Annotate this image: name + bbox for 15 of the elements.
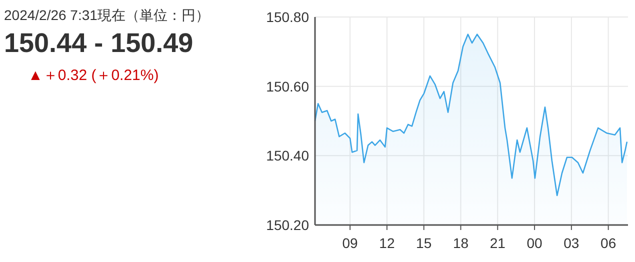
x-tick-label: 21	[490, 235, 506, 251]
x-tick-label: 00	[526, 235, 543, 251]
x-tick-label: 09	[342, 235, 358, 251]
title: 2024/2/26 7:31現在（単位：円）	[4, 7, 210, 23]
x-tick-label: 06	[600, 235, 616, 251]
y-tick-label: 150.40	[266, 148, 310, 164]
y-tick-label: 150.20	[266, 217, 310, 233]
x-tick-label: 15	[416, 235, 432, 251]
y-tick-label: 150.80	[266, 9, 310, 25]
x-tick-label: 12	[379, 235, 395, 251]
y-tick-label: 150.60	[266, 78, 310, 94]
x-tick-label: 03	[564, 235, 580, 251]
annotation: ▲＋0.32 (＋0.21%)	[28, 67, 159, 84]
x-tick-label: 18	[452, 235, 469, 251]
subtitle: 150.44 - 150.49	[4, 28, 194, 58]
